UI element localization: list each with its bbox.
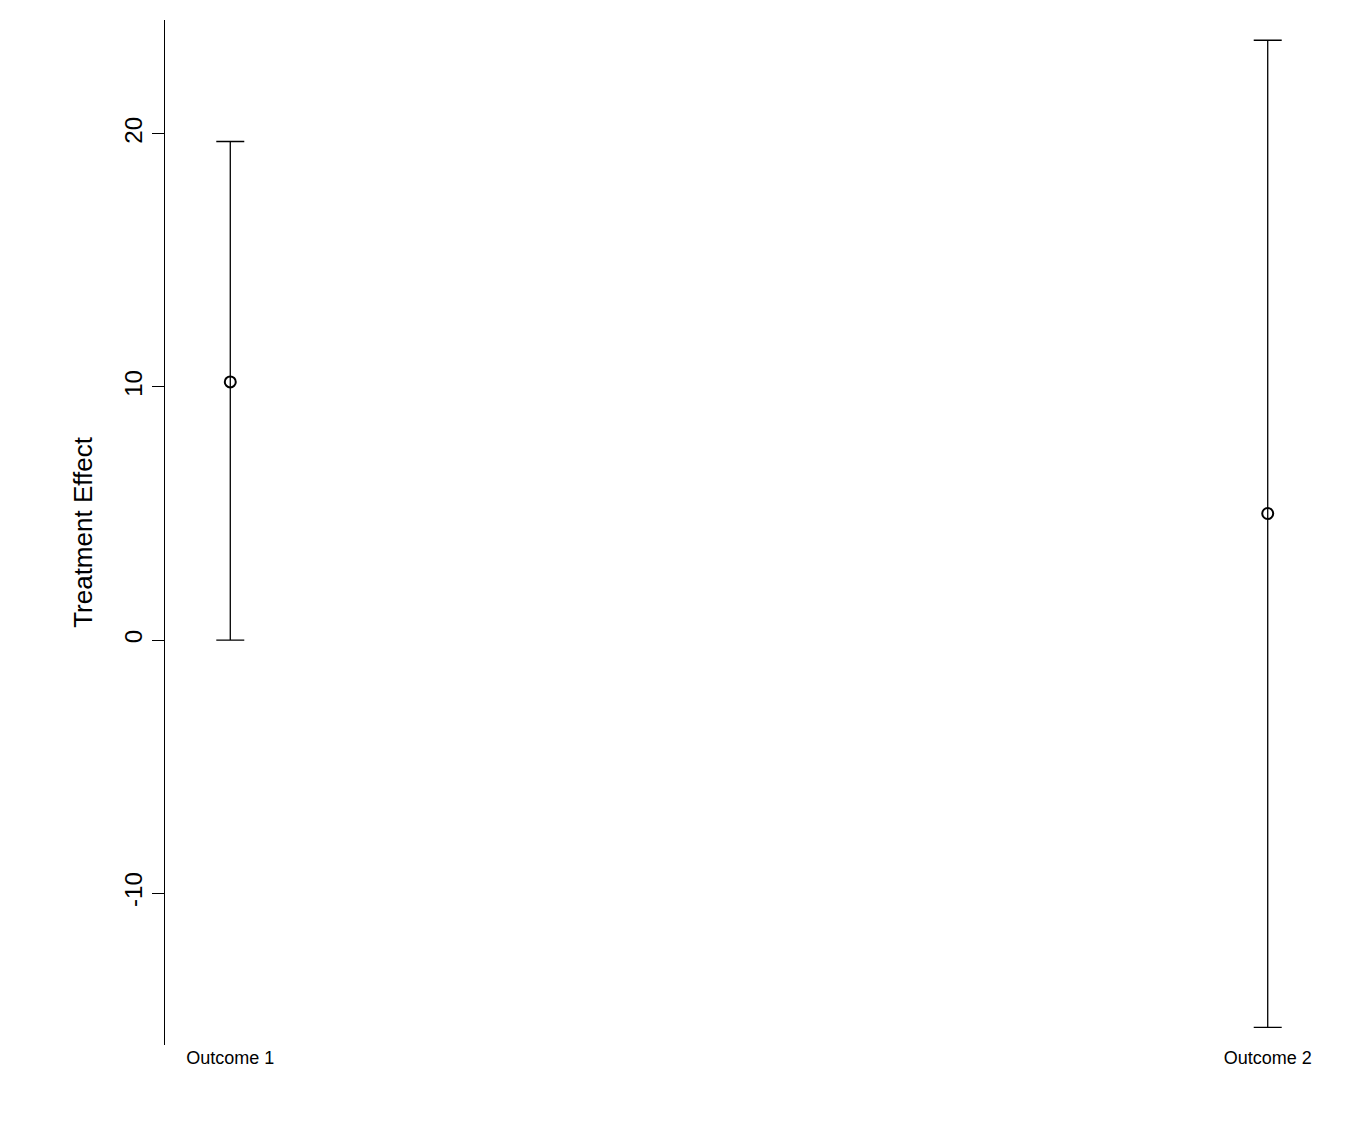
svg-text:Outcome 2: Outcome 2 [1224, 1048, 1312, 1068]
svg-text:-10: -10 [120, 872, 147, 907]
svg-text:10: 10 [120, 370, 147, 397]
svg-text:Treatment Effect: Treatment Effect [68, 436, 98, 628]
svg-text:0: 0 [120, 630, 147, 643]
svg-text:Outcome 1: Outcome 1 [186, 1048, 274, 1068]
svg-text:20: 20 [120, 117, 147, 144]
